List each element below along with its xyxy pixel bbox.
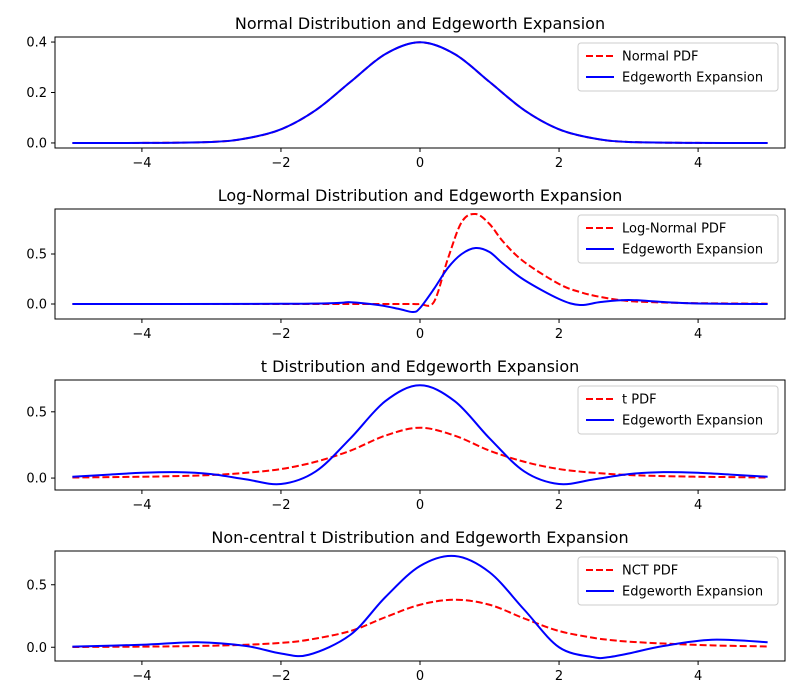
series-line-2 — [72, 384, 768, 486]
series-line-2 — [72, 246, 768, 314]
subplot-title: Normal Distribution and Edgeworth Expans… — [235, 14, 605, 33]
legend-label: NCT PDF — [622, 564, 678, 579]
x-tick-label: −4 — [132, 498, 151, 513]
y-tick-label: 0.5 — [26, 578, 47, 593]
series-line-1 — [72, 426, 768, 479]
legend-label: t PDF — [622, 393, 657, 408]
subplot-1: Normal Distribution and Edgeworth Expans… — [26, 14, 786, 171]
x-tick-label: −2 — [271, 156, 290, 171]
y-tick-label: 0.2 — [26, 86, 47, 101]
y-tick-label: 0.0 — [26, 472, 47, 487]
y-tick-label: 0.0 — [26, 136, 47, 151]
legend-label: Edgeworth Expansion — [622, 585, 763, 600]
x-tick-label: −4 — [132, 669, 151, 684]
y-tick-label: 0.5 — [26, 248, 47, 263]
legend: t PDF Edgeworth Expansion — [577, 385, 779, 435]
x-tick-label: 0 — [416, 498, 424, 513]
legend-label: Edgeworth Expansion — [622, 243, 763, 258]
x-tick-label: 2 — [555, 156, 563, 171]
y-tick-label: 0.0 — [26, 298, 47, 313]
series-line-2 — [72, 41, 768, 145]
x-tick-label: 4 — [694, 156, 702, 171]
legend-label: Edgeworth Expansion — [622, 414, 763, 429]
legend-box — [577, 385, 779, 435]
x-tick-label: −4 — [132, 327, 151, 342]
x-tick-label: 4 — [694, 669, 702, 684]
x-tick-label: −4 — [132, 156, 151, 171]
legend: NCT PDF Edgeworth Expansion — [577, 556, 779, 606]
legend-box — [577, 214, 779, 264]
x-tick-label: 4 — [694, 498, 702, 513]
x-tick-label: −2 — [271, 327, 290, 342]
x-tick-label: 2 — [555, 327, 563, 342]
subplot-title: Log-Normal Distribution and Edgeworth Ex… — [218, 186, 623, 205]
y-tick-label: 0.4 — [26, 36, 47, 51]
series-line-1 — [72, 598, 768, 648]
x-tick-label: 2 — [555, 498, 563, 513]
legend-label: Edgeworth Expansion — [622, 71, 763, 86]
x-tick-label: 2 — [555, 669, 563, 684]
y-tick-label: 0.0 — [26, 641, 47, 656]
subplot-3: t Distribution and Edgeworth Expansion −4… — [26, 357, 786, 513]
legend-box — [577, 556, 779, 606]
legend: Normal PDF Edgeworth Expansion — [577, 42, 779, 92]
x-tick-label: 0 — [416, 669, 424, 684]
legend-label: Normal PDF — [622, 50, 699, 65]
legend: Log-Normal PDF Edgeworth Expansion — [577, 214, 779, 264]
legend-box — [577, 42, 779, 92]
x-tick-label: 4 — [694, 327, 702, 342]
series-line-2 — [72, 554, 768, 660]
series-line-1 — [72, 212, 768, 307]
legend-label: Log-Normal PDF — [622, 222, 726, 237]
subplot-title: t Distribution and Edgeworth Expansion — [261, 357, 580, 376]
x-tick-label: 0 — [416, 327, 424, 342]
subplot-2: Log-Normal Distribution and Edgeworth Ex… — [26, 186, 786, 342]
subplot-title: Non-central t Distribution and Edgeworth… — [211, 528, 628, 547]
x-tick-label: 0 — [416, 156, 424, 171]
x-tick-label: −2 — [271, 669, 290, 684]
y-tick-label: 0.5 — [26, 405, 47, 420]
subplot-4: Non-central t Distribution and Edgeworth… — [26, 528, 786, 684]
x-tick-label: −2 — [271, 498, 290, 513]
